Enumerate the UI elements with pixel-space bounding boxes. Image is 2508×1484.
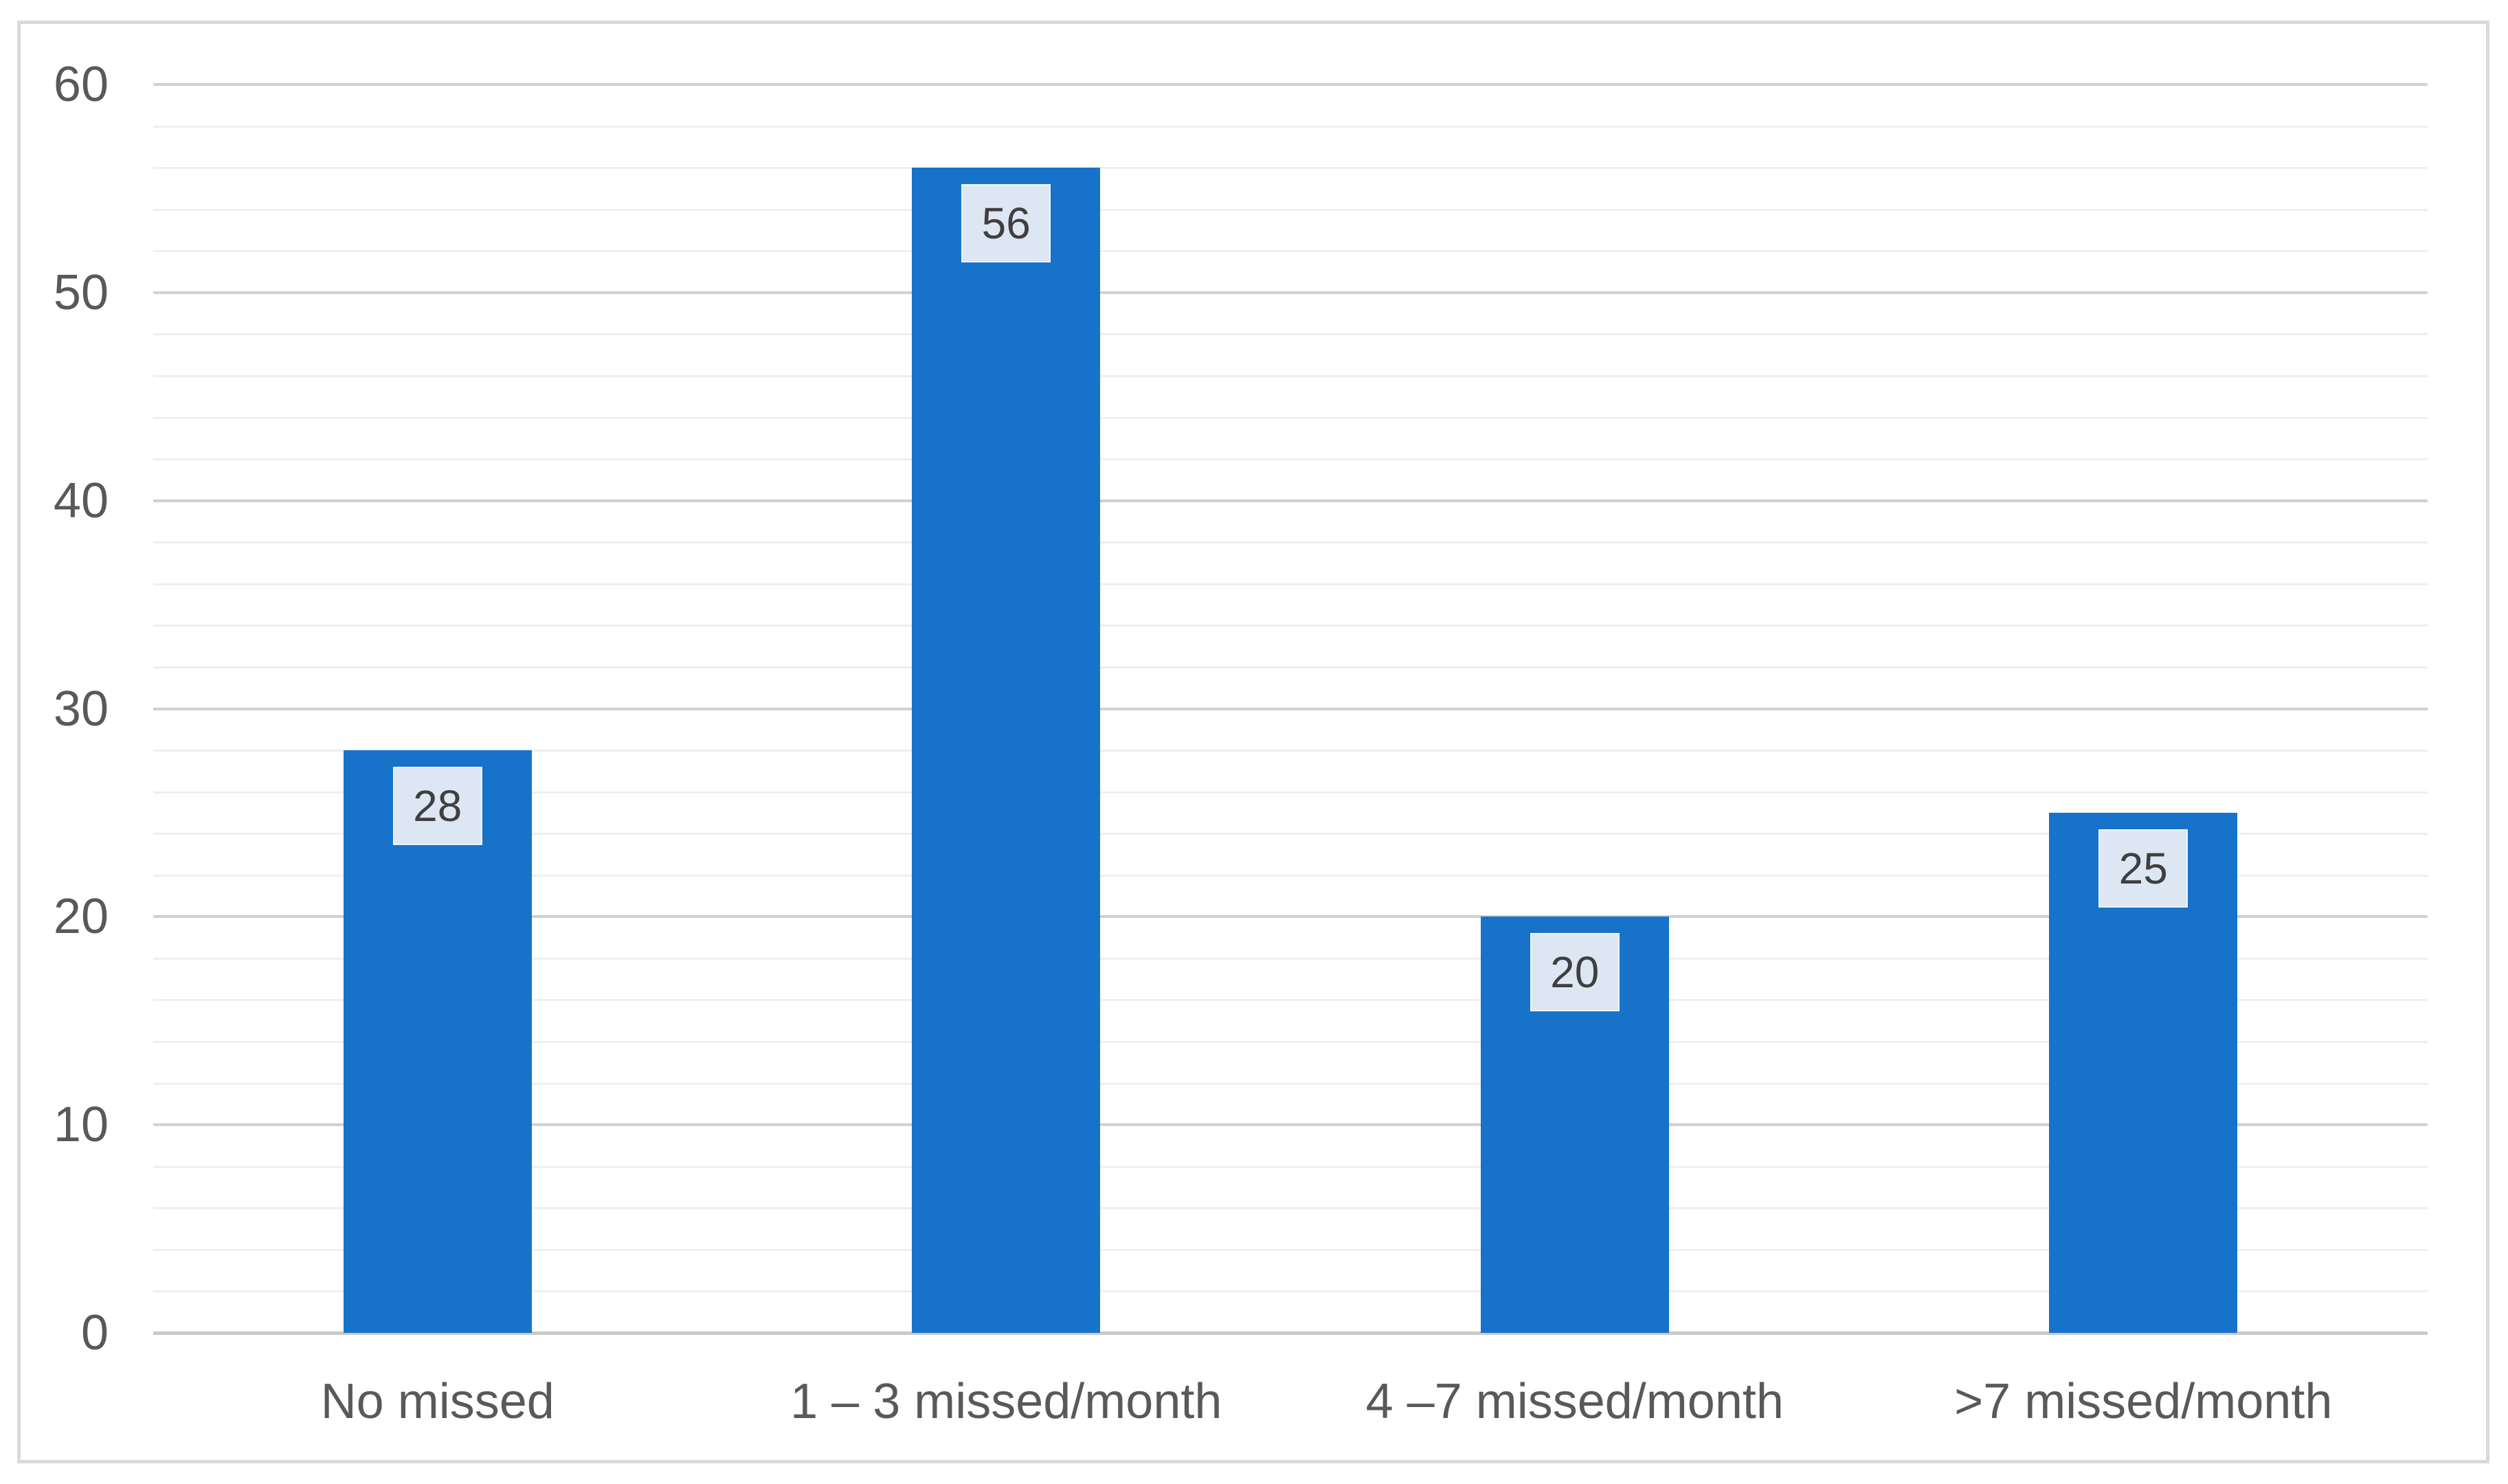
bar-4: 25 xyxy=(2049,812,2238,1333)
minor-gridline xyxy=(153,999,2428,1002)
plot-area xyxy=(153,83,2428,1335)
category-label: >7 missed/month xyxy=(1954,1374,2333,1429)
minor-gridline xyxy=(153,167,2428,170)
minor-gridline xyxy=(153,750,2428,752)
data-label: 28 xyxy=(392,767,482,846)
minor-gridline xyxy=(153,333,2428,336)
major-gridline xyxy=(153,707,2428,710)
data-label: 25 xyxy=(2098,829,2188,908)
minor-gridline xyxy=(153,208,2428,211)
y-tick-label: 40 xyxy=(53,473,109,528)
minor-gridline xyxy=(153,874,2428,877)
minor-gridline xyxy=(153,1165,2428,1168)
y-tick-label: 0 xyxy=(80,1305,109,1360)
minor-gridline xyxy=(153,957,2428,960)
minor-gridline xyxy=(153,541,2428,544)
category-label: 1 – 3 missed/month xyxy=(790,1374,1222,1429)
minor-gridline xyxy=(153,791,2428,794)
minor-gridline xyxy=(153,833,2428,835)
minor-gridline xyxy=(153,416,2428,419)
x-axis-line xyxy=(153,1331,2428,1335)
minor-gridline xyxy=(153,666,2428,668)
data-label: 20 xyxy=(1530,933,1620,1012)
minor-gridline xyxy=(153,458,2428,461)
y-tick-label: 30 xyxy=(53,681,109,737)
minor-gridline xyxy=(153,1082,2428,1085)
major-gridline xyxy=(153,915,2428,919)
data-label: 56 xyxy=(961,184,1051,263)
minor-gridline xyxy=(153,583,2428,585)
minor-gridline xyxy=(153,374,2428,377)
minor-gridline xyxy=(153,125,2428,128)
category-label: 4 –7 missed/month xyxy=(1365,1374,1784,1429)
minor-gridline xyxy=(153,1248,2428,1251)
minor-gridline xyxy=(153,625,2428,627)
minor-gridline xyxy=(153,1041,2428,1044)
y-tick-label: 20 xyxy=(53,889,109,945)
y-tick-label: 50 xyxy=(53,265,109,320)
category-label: No missed xyxy=(320,1374,555,1429)
bar-3: 20 xyxy=(1480,917,1669,1333)
y-tick-label: 60 xyxy=(53,57,109,112)
major-gridline xyxy=(153,499,2428,502)
minor-gridline xyxy=(153,250,2428,253)
major-gridline xyxy=(153,291,2428,294)
bar-2: 56 xyxy=(912,168,1101,1333)
major-gridline xyxy=(153,83,2428,86)
minor-gridline xyxy=(153,1290,2428,1293)
major-gridline xyxy=(153,1123,2428,1127)
bar-1: 28 xyxy=(343,750,532,1333)
y-tick-label: 10 xyxy=(53,1097,109,1153)
minor-gridline xyxy=(153,1207,2428,1210)
